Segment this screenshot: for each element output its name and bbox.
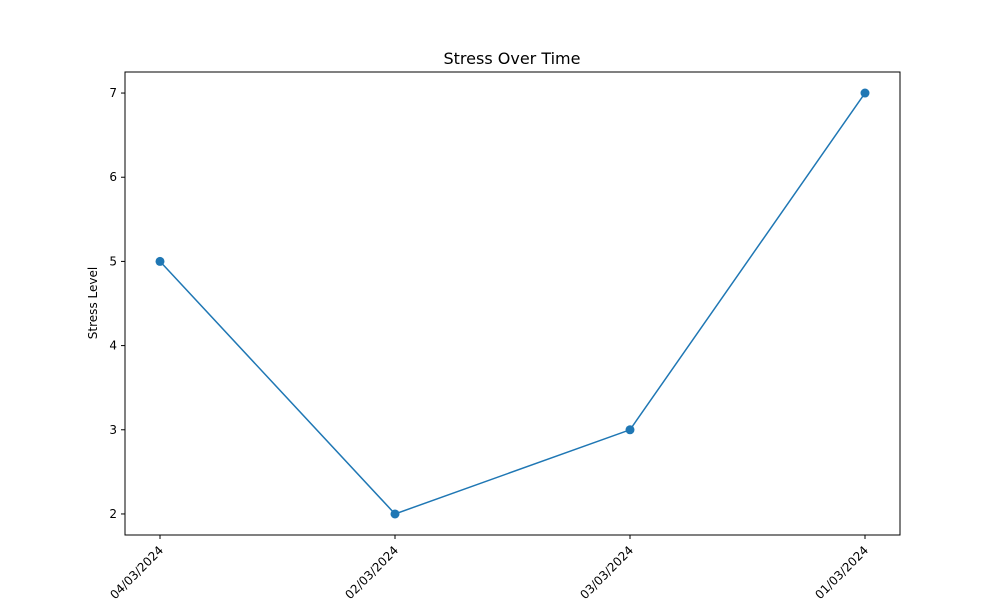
data-point — [625, 425, 635, 435]
chart-title: Stress Over Time — [444, 49, 581, 68]
data-point — [390, 509, 400, 519]
series-line — [159, 92, 866, 515]
data-point — [155, 256, 165, 266]
y-tick-label: 5 — [109, 254, 117, 268]
y-axis-label: Stress Level — [86, 267, 100, 339]
y-tick-label: 2 — [109, 507, 117, 521]
y-tick-label: 6 — [109, 170, 117, 184]
y-tick-label: 4 — [109, 339, 117, 353]
y-tick-label: 7 — [109, 86, 117, 100]
data-point — [860, 88, 870, 98]
plot-frame — [124, 71, 901, 536]
y-tick-label: 3 — [109, 423, 117, 437]
